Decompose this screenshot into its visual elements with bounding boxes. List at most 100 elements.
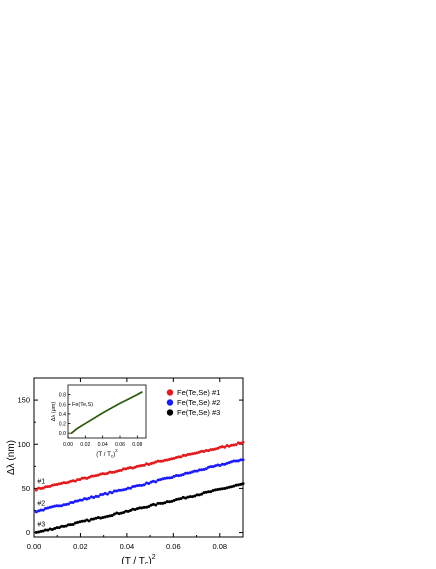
legend-label: Fe(Te,Se) #3 xyxy=(177,408,220,417)
data-point xyxy=(89,517,93,521)
data-point xyxy=(39,529,43,533)
data-point xyxy=(115,489,119,493)
inset-data-point xyxy=(84,422,87,425)
data-point xyxy=(39,508,43,512)
data-point xyxy=(181,472,185,476)
data-point xyxy=(216,488,220,492)
data-point xyxy=(110,513,114,517)
data-point xyxy=(230,460,234,464)
data-point xyxy=(227,485,231,489)
inset-data-point xyxy=(133,395,136,397)
data-point xyxy=(170,499,174,503)
data-point xyxy=(108,490,112,494)
data-point xyxy=(44,506,48,510)
data-point xyxy=(124,467,128,471)
data-point xyxy=(220,445,224,449)
y-tick-label: 100 xyxy=(17,440,30,449)
data-point xyxy=(197,493,201,497)
inset-data-point xyxy=(104,410,107,413)
data-point xyxy=(85,497,89,501)
data-point xyxy=(209,490,213,494)
data-point xyxy=(218,487,222,491)
data-point xyxy=(177,474,181,478)
data-point xyxy=(234,443,238,447)
data-point xyxy=(193,469,197,473)
data-point xyxy=(186,471,190,475)
data-point xyxy=(37,509,41,513)
data-point xyxy=(138,464,142,468)
inset-data-point xyxy=(97,414,100,417)
data-point xyxy=(147,462,151,466)
data-point xyxy=(223,462,227,466)
data-point xyxy=(76,478,80,482)
data-point xyxy=(78,520,82,524)
inset-data-point xyxy=(106,409,108,412)
data-point xyxy=(99,472,103,476)
data-point xyxy=(60,504,64,508)
inset-data-point xyxy=(113,405,116,408)
data-point xyxy=(124,509,128,513)
data-point xyxy=(193,494,197,498)
data-point xyxy=(156,501,160,505)
y-axis-label: Δλ (nm) xyxy=(6,440,17,475)
data-point xyxy=(94,494,98,498)
data-point xyxy=(112,489,116,493)
data-point xyxy=(172,474,176,478)
data-point xyxy=(151,502,155,506)
data-point xyxy=(106,471,110,475)
data-point xyxy=(133,465,137,469)
data-point xyxy=(39,487,43,491)
data-point xyxy=(73,479,77,483)
data-point xyxy=(211,447,215,451)
data-point xyxy=(170,476,174,480)
x-tick-label: 0.06 xyxy=(166,542,181,551)
data-point xyxy=(151,479,155,483)
data-point xyxy=(131,485,135,489)
data-point xyxy=(236,441,240,445)
data-point xyxy=(76,520,80,524)
data-point xyxy=(195,469,199,473)
data-point xyxy=(66,523,70,527)
inset-y-tick-label: 0.0 xyxy=(59,431,66,437)
legend-label: Fe(Te,Se) #1 xyxy=(177,388,220,397)
data-point xyxy=(78,498,82,502)
inset-x-axis-label: (T / Tc)2 xyxy=(96,448,118,459)
data-point xyxy=(64,502,68,506)
legend-marker xyxy=(166,399,174,406)
data-point xyxy=(149,503,153,507)
data-point xyxy=(117,512,121,516)
inset-data-point xyxy=(134,394,137,397)
data-point xyxy=(53,504,57,508)
data-point xyxy=(44,528,48,532)
inset-data-point xyxy=(121,400,124,403)
data-point xyxy=(190,495,194,499)
data-point xyxy=(174,474,178,478)
data-point xyxy=(218,463,222,467)
data-point xyxy=(154,480,158,484)
data-point xyxy=(220,462,224,466)
data-point xyxy=(96,515,100,519)
data-point xyxy=(119,488,123,492)
inset-data-point xyxy=(94,416,97,419)
data-point xyxy=(106,492,110,496)
data-point xyxy=(138,483,142,487)
data-point xyxy=(119,468,123,472)
inset-data-point xyxy=(90,419,93,421)
data-point xyxy=(126,509,130,513)
data-point xyxy=(195,493,199,497)
data-point xyxy=(142,505,146,509)
data-point xyxy=(211,489,215,493)
data-point xyxy=(163,458,167,462)
data-point xyxy=(232,484,236,488)
data-point xyxy=(80,519,84,523)
data-point xyxy=(80,476,84,480)
inset-data-point xyxy=(100,412,103,415)
data-point xyxy=(186,495,190,499)
x-tick-label: 0.00 xyxy=(27,542,42,551)
data-point xyxy=(145,505,149,509)
data-point xyxy=(112,470,116,474)
data-point xyxy=(161,477,165,481)
data-point xyxy=(60,481,64,485)
